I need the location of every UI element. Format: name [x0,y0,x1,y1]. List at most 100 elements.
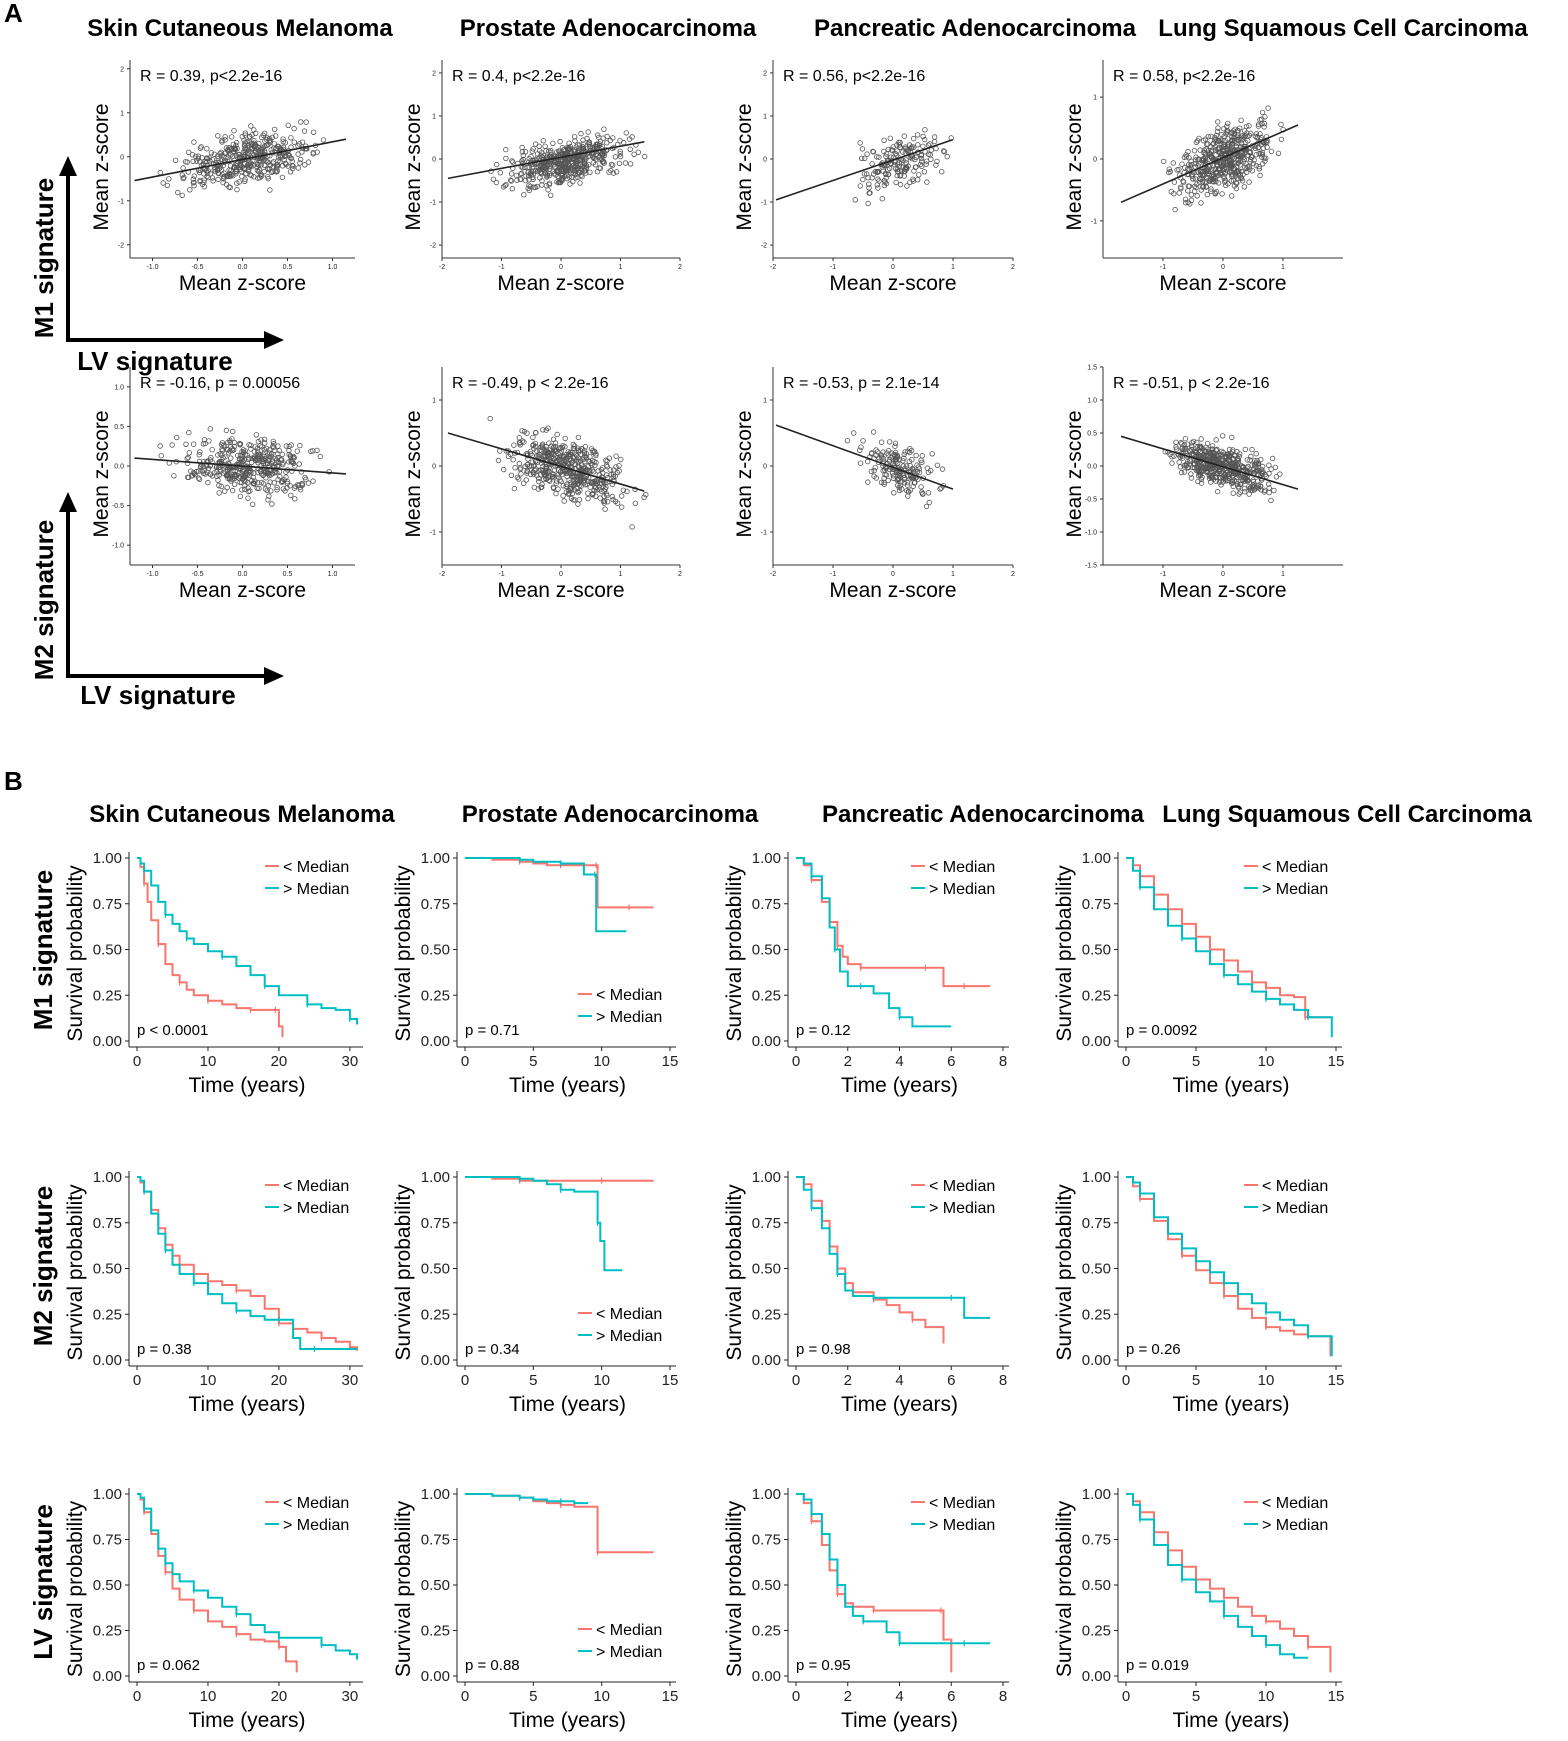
scatter-m2-prostate-adenocarcinoma-point [556,457,562,463]
scatter-m2-pancreatic-adenocarcinoma-ytick-label: -1 [761,530,767,537]
scatter-m2-prostate-adenocarcinoma-point [591,458,597,465]
scatter-m2-lung-squamous-cell-carcinoma-point [1216,466,1223,473]
scatter-m2-skin-cutaneous-melanoma-point [288,442,294,448]
scatter-m2-skin-cutaneous-melanoma-point [238,479,245,486]
scatter-m1-lung-squamous-cell-carcinoma-point [1215,119,1221,125]
scatter-m2-skin-cutaneous-melanoma-point [217,467,223,473]
km-lv-lung-squamous-cell-carcinoma-curve-below-median [1126,1493,1332,1673]
scatter-m2-skin-cutaneous-melanoma-ytick-label: -0.5 [112,503,124,510]
scatter-m2-pancreatic-adenocarcinoma-point [882,471,888,478]
scatter-m2-lung-squamous-cell-carcinoma-point [1230,490,1236,496]
scatter-m2-lung-squamous-cell-carcinoma-point [1194,439,1200,446]
scatter-m1-prostate-adenocarcinoma-point [578,130,584,137]
km-m1-prostate-adenocarcinoma: 0.00 0.25 0.50 0.75 1.00 0 5 10 15 < Median > Medi… [392,850,678,1097]
scatter-m2-prostate-adenocarcinoma-xtick-label: 2 [678,571,682,578]
scatter-m2-lung-squamous-cell-carcinoma-point [1225,453,1231,459]
km-m2-pancreatic-adenocarcinoma-ytick-label: 0.00 [752,1352,781,1369]
scatter-m2-lung-squamous-cell-carcinoma-point [1199,474,1205,480]
km-lv-prostate-adenocarcinoma-curve-above-median [465,1493,588,1505]
km-lv-pancreatic-adenocarcinoma-xtick-label: 2 [844,1688,852,1705]
scatter-m1-skin-cutaneous-melanoma-point [203,155,210,162]
scatter-m2-skin-cutaneous-melanoma-x-label: Mean z-score [179,579,306,602]
scatter-m2-lung-squamous-cell-carcinoma-point [1229,479,1235,485]
scatter-m1-skin-cutaneous-melanoma-point [242,130,248,136]
scatter-m2-lung-squamous-cell-carcinoma-point [1268,466,1274,472]
scatter-m2-skin-cutaneous-melanoma-point [275,443,281,449]
scatter-m2-prostate-adenocarcinoma-point [620,487,627,493]
scatter-m1-prostate-adenocarcinoma-point [530,168,536,174]
km-lv-skin-cutaneous-melanoma-xtick-label: 0 [133,1688,141,1705]
scatter-m2-prostate-adenocarcinoma-point [512,465,518,471]
scatter-m1-skin-cutaneous-melanoma-point [297,160,303,166]
scatter-m1-lung-squamous-cell-carcinoma-point [1208,188,1214,194]
km-m1-pancreatic-adenocarcinoma-curve-below-median [796,857,991,988]
scatter-m2-skin-cutaneous-melanoma-point [173,434,180,441]
scatter-m2-prostate-adenocarcinoma-point [530,434,536,441]
scatter-m2-pancreatic-adenocarcinoma-point [880,455,887,462]
scatter-m2-lung-squamous-cell-carcinoma-point [1185,465,1191,471]
scatter-m2-skin-cutaneous-melanoma-point [287,453,294,459]
scatter-m1-prostate-adenocarcinoma-xtick-label: 2 [678,264,682,271]
scatter-m2-lung-squamous-cell-carcinoma-point [1235,456,1241,462]
scatter-m1-pancreatic-adenocarcinoma-point [852,197,858,203]
scatter-m2-prostate-adenocarcinoma-point [580,465,587,472]
scatter-m2-skin-cutaneous-melanoma-point [265,458,271,464]
scatter-m2-skin-cutaneous-melanoma-point [264,460,271,466]
scatter-m2-skin-cutaneous-melanoma-point [289,459,295,465]
scatter-m2-pancreatic-adenocarcinoma-point [860,438,866,444]
km-m2-prostate-adenocarcinoma-pvalue: p = 0.34 [465,1341,520,1358]
scatter-m2-lung-squamous-cell-carcinoma-point [1198,480,1205,486]
scatter-m2-skin-cutaneous-melanoma-point [256,485,262,492]
scatter-m1-prostate-adenocarcinoma-point [546,181,552,188]
km-m1-skin-cutaneous-melanoma-y-label: Survival probability [64,865,87,1042]
scatter-m1-lung-squamous-cell-carcinoma-point [1246,166,1253,172]
scatter-m1-skin-cutaneous-melanoma-point [274,163,281,170]
km-lv-prostate-adenocarcinoma-xtick-label: 5 [529,1688,537,1705]
scatter-m1-lung-squamous-cell-carcinoma-point [1225,120,1231,127]
scatter-m1-pancreatic-adenocarcinoma-point [921,169,928,175]
scatter-m2-prostate-adenocarcinoma-point [619,493,625,499]
km-m1-prostate-adenocarcinoma-y-label: Survival probability [392,865,415,1042]
scatter-m2-pancreatic-adenocarcinoma-point [918,484,924,490]
km-m2-pancreatic-adenocarcinoma-legend-label-above-median: > Median [929,1200,995,1217]
km-m1-skin-cutaneous-melanoma-ytick-label: 0.00 [93,1033,122,1050]
scatter-m1-lung-squamous-cell-carcinoma-point [1221,143,1228,150]
scatter-m2-pancreatic-adenocarcinoma-point [902,475,908,481]
scatter-m1-prostate-adenocarcinoma-point [528,153,534,160]
scatter-m1-prostate-adenocarcinoma-point [594,151,600,157]
scatter-m2-lung-squamous-cell-carcinoma-points [1162,433,1283,504]
scatter-m1-prostate-adenocarcinoma-point [503,146,509,153]
scatter-m2-skin-cutaneous-melanoma-point [296,482,302,489]
scatter-m1-skin-cutaneous-melanoma-point [288,155,295,162]
scatter-m2-lung-squamous-cell-carcinoma-point [1219,448,1225,454]
scatter-m2-prostate-adenocarcinoma-point [543,427,549,433]
scatter-m1-lung-squamous-cell-carcinoma-ytick-label: 0 [1093,157,1097,164]
scatter-m2-prostate-adenocarcinoma-point [546,477,552,483]
scatter-m2-prostate-adenocarcinoma-point [555,467,562,473]
scatter-m2-prostate-adenocarcinoma-point [582,453,588,459]
scatter-m1-lung-squamous-cell-carcinoma-point [1195,156,1201,163]
scatter-m2-skin-cutaneous-melanoma-point [317,453,323,460]
scatter-m2-prostate-adenocarcinoma-point [511,485,518,492]
scatter-m2-lung-squamous-cell-carcinoma-point [1268,497,1274,504]
scatter-m1-lung-squamous-cell-carcinoma-point [1231,137,1238,144]
scatter-m1-lung-squamous-cell-carcinoma-point [1187,201,1193,207]
scatter-m1-lung-squamous-cell-carcinoma-point [1185,199,1191,205]
scatter-m2-prostate-adenocarcinoma-point [508,472,515,478]
scatter-m1-lung-squamous-cell-carcinoma-point [1182,196,1189,202]
scatter-m1-prostate-adenocarcinoma-ytick-label: -1 [430,200,436,207]
scatter-m2-skin-cutaneous-melanoma-point [158,453,164,459]
scatter-m1-pancreatic-adenocarcinoma-point [934,158,940,165]
scatter-m2-skin-cutaneous-melanoma-point [184,474,191,480]
scatter-m1-lung-squamous-cell-carcinoma-point [1185,183,1192,189]
scatter-m2-skin-cutaneous-melanoma-point [229,436,235,442]
scatter-m1-lung-squamous-cell-carcinoma-point [1235,157,1241,164]
scatter-m2-lung-squamous-cell-carcinoma: -1 0 1 -1.5 -1.0 -0.5 0.0 0.5 1.0 1.5 R = -0.51, p… [1063,365,1343,602]
scatter-m1-lung-squamous-cell-carcinoma: -1 0 1 -1 0 1 R = 0.58, p<2.2e-16 Mean z-score M… [1063,60,1343,295]
scatter-m1-lung-squamous-cell-carcinoma-point [1185,188,1191,194]
scatter-m1-prostate-adenocarcinoma-point [537,147,543,154]
scatter-m2-skin-cutaneous-melanoma-point [237,442,243,448]
km-m1-prostate-adenocarcinoma-ytick-label: 0.50 [421,942,450,959]
scatter-m1-pancreatic-adenocarcinoma-point [923,161,929,167]
scatter-m2-pancreatic-adenocarcinoma-annotation: R = -0.53, p = 2.1e-14 [783,375,940,392]
